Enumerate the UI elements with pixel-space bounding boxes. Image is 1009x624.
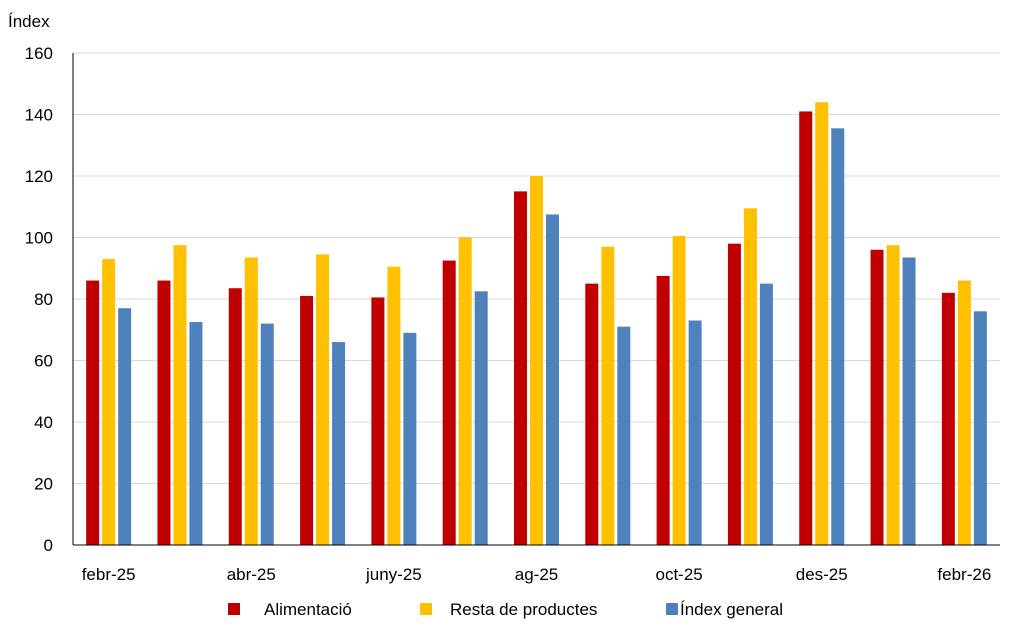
bar-juny-25-3: [403, 332, 417, 545]
bar-maig-25-2: [316, 254, 330, 545]
y-tick-label: 140: [25, 106, 53, 125]
y-tick-label: 20: [34, 475, 53, 494]
bar-febr-26-1: [941, 292, 955, 545]
x-tick-label: juny-25: [365, 565, 422, 584]
bar-febr-25-1: [86, 280, 100, 545]
x-tick-label: oct-25: [655, 565, 702, 584]
bar-abr-25-3: [260, 323, 274, 545]
legend-swatch: [228, 603, 240, 615]
bar-mar-25-2: [173, 245, 187, 545]
bar-nov-25-2: [743, 208, 757, 545]
x-tick-label: abr-25: [227, 565, 276, 584]
legend-swatch: [666, 603, 678, 615]
y-tick-label: 40: [34, 413, 53, 432]
bar-ag-25-1: [514, 191, 527, 545]
bar-set-25-2: [601, 246, 615, 545]
legend-label: Alimentació: [264, 600, 352, 619]
bar-ag-25-3: [546, 214, 559, 545]
y-tick-label: 60: [34, 352, 53, 371]
legend-label: Índex general: [680, 600, 783, 619]
bar-des-25-1: [799, 111, 813, 546]
bar-set-25-3: [617, 326, 631, 545]
axes: [72, 53, 1000, 546]
y-tick-label: 160: [25, 44, 53, 63]
bar-gen-26-2: [886, 245, 900, 545]
x-tick-label: febr-26: [937, 565, 991, 584]
x-tick-labels: febr-25 abr-25 juny-25 ag-25 oct-25 des-25 feb…: [82, 565, 992, 584]
bar-mar-25-3: [189, 322, 203, 545]
bar-maig-25-1: [300, 295, 314, 545]
bar-juny-25-2: [387, 266, 401, 545]
bar-des-25-3: [831, 128, 845, 545]
bar-gen-26-1: [870, 249, 884, 546]
x-tick-label: febr-25: [82, 565, 136, 584]
bar-jul-25-3: [474, 291, 488, 545]
bar-oct-25-3: [688, 320, 702, 545]
y-axis-label: Índex: [8, 12, 50, 31]
bar-set-25-1: [585, 283, 599, 545]
bar-oct-25-2: [672, 235, 686, 545]
bar-oct-25-1: [656, 275, 670, 545]
legend-label: Resta de productes: [450, 600, 597, 619]
bar-febr-26-2: [957, 280, 971, 545]
bar-nov-25-1: [727, 243, 741, 545]
bar-juny-25-1: [371, 297, 385, 545]
x-tick-label: ag-25: [515, 565, 558, 584]
y-tick-label: 100: [25, 229, 53, 248]
bar-febr-25-3: [118, 308, 132, 545]
bar-jul-25-1: [442, 260, 456, 545]
bar-febr-26-3: [973, 311, 987, 545]
bar-abr-25-2: [244, 257, 258, 545]
y-tick-label: 0: [44, 536, 53, 555]
y-tick-labels: 0 20 40 60 80 100 120 140 160: [25, 44, 53, 555]
bar-nov-25-3: [759, 283, 773, 545]
bar-jul-25-2: [458, 237, 472, 545]
y-tick-label: 80: [34, 290, 53, 309]
x-tick-label: des-25: [796, 565, 848, 584]
y-tick-label: 120: [25, 167, 53, 186]
bar-gen-26-3: [902, 257, 916, 545]
bar-abr-25-1: [228, 288, 242, 545]
legend: Alimentació Resta de productes Índex gener…: [228, 600, 783, 619]
bars: [86, 102, 987, 546]
bar-febr-25-2: [102, 259, 116, 545]
bar-des-25-2: [815, 102, 829, 545]
legend-swatch: [420, 603, 432, 615]
bar-maig-25-3: [332, 342, 346, 545]
bar-ag-25-2: [530, 176, 543, 545]
bar-mar-25-1: [157, 280, 171, 545]
